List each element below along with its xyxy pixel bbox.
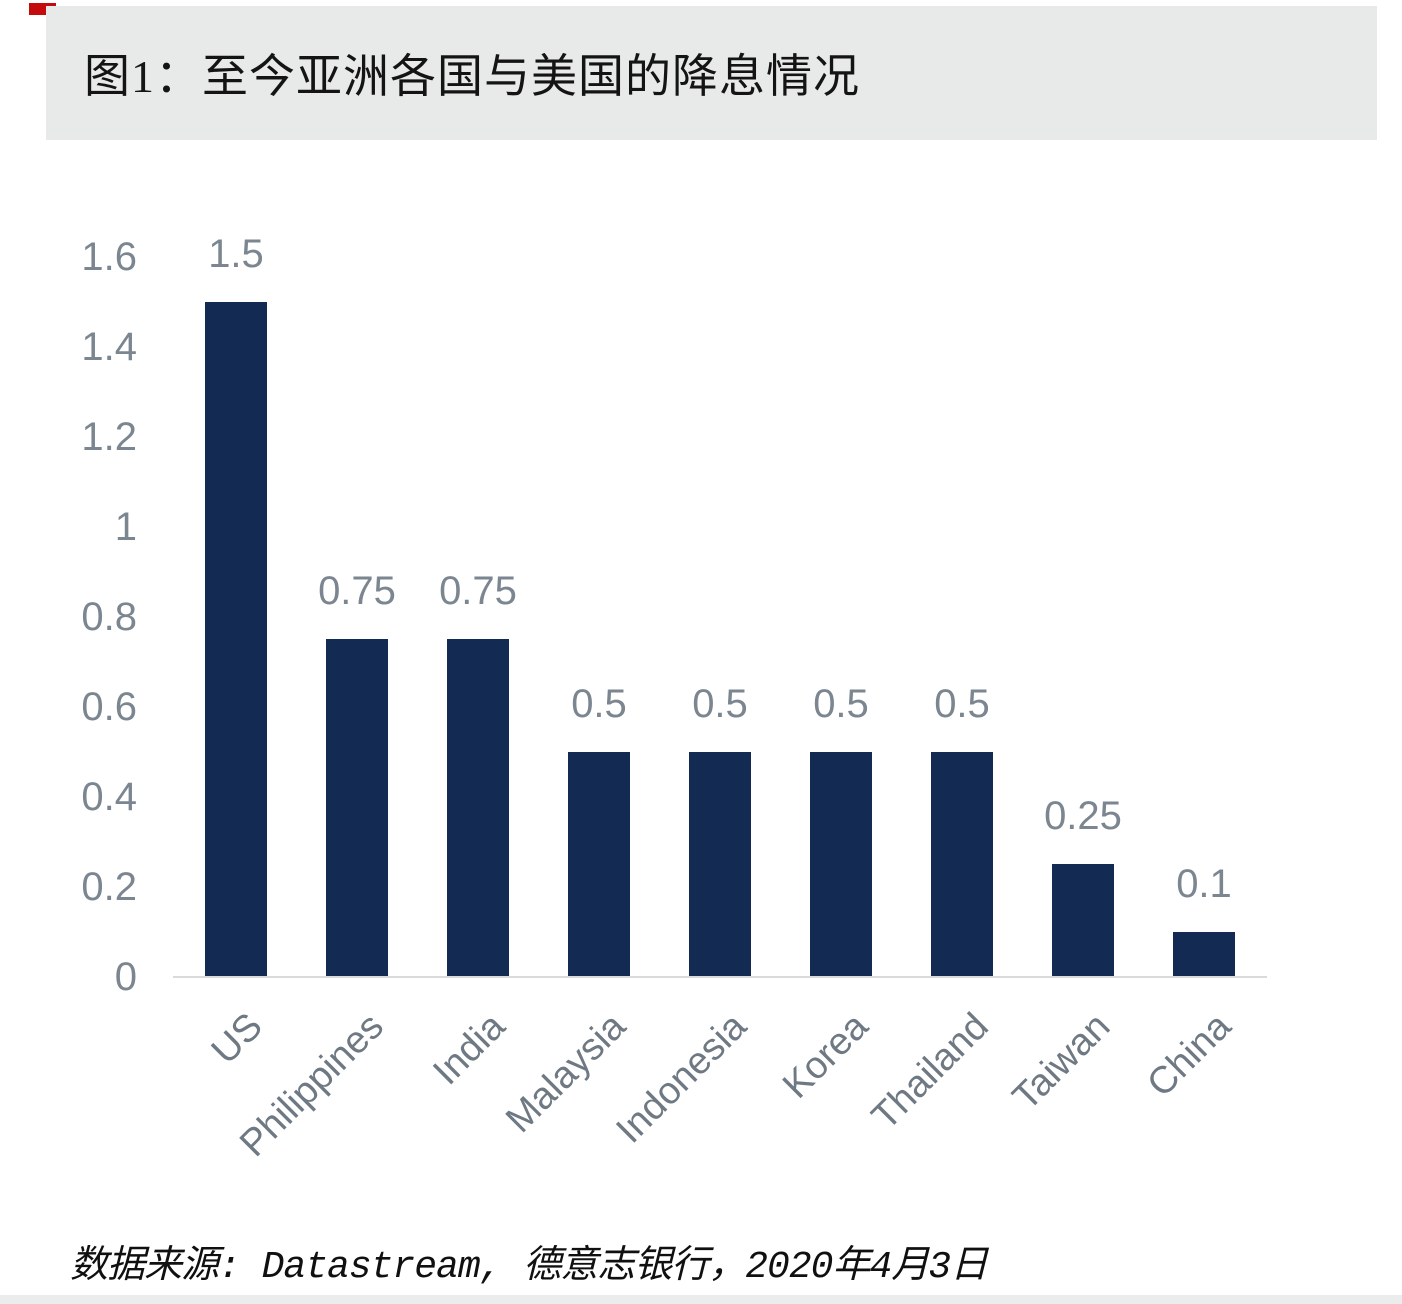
bar-india	[447, 639, 509, 976]
x-axis-label-indonesia: Indonesia	[608, 1005, 755, 1152]
y-axis-tick-label: 1.2	[81, 415, 137, 459]
bar-china	[1173, 932, 1235, 976]
x-axis-label-taiwan: Taiwan	[1004, 1005, 1118, 1119]
source-note: 数据来源: Datastream, 德意志银行，2020年4月3日	[70, 1246, 988, 1289]
y-axis-tick-label: 0.6	[81, 685, 137, 729]
x-axis-line	[173, 976, 1267, 978]
bar-korea	[810, 752, 872, 976]
y-axis-tick-label: 1.4	[81, 325, 137, 369]
y-axis-tick-label: 0	[114, 955, 137, 999]
y-axis-tick-label: 0.2	[81, 865, 137, 909]
bar-malaysia	[568, 752, 630, 976]
figure-title-band: 图1：至今亚洲各国与美国的降息情况	[46, 6, 1377, 140]
rate-cut-bar-chart: 0 0.2 0.4 0.6 0.8 1 1.2 1.4 1.6 1.5 0.75 0.75 0.5 0.…	[0, 150, 1402, 1240]
bar-indonesia	[689, 752, 751, 976]
x-axis-label-us: US	[203, 1005, 271, 1073]
x-axis-label-china: China	[1139, 1005, 1239, 1106]
x-axis-label-korea: Korea	[774, 1005, 876, 1107]
figure-title: 图1：至今亚洲各国与美国的降息情况	[84, 51, 860, 102]
y-axis-tick-label: 0.8	[81, 595, 137, 639]
y-axis-tick-label: 0.4	[81, 775, 137, 819]
bar-thailand	[931, 752, 993, 976]
bar-value-label: 0.1	[1176, 862, 1232, 906]
x-axis-label-india: India	[425, 1005, 513, 1094]
bar-value-label: 0.5	[813, 682, 869, 726]
bottom-strip	[0, 1295, 1402, 1304]
y-axis-tick-label: 1	[114, 505, 137, 549]
x-axis-label-thailand: Thailand	[864, 1005, 997, 1139]
bar-value-label: 0.75	[318, 569, 396, 613]
bar-value-label: 0.5	[692, 682, 748, 726]
bar-value-label: 0.25	[1044, 794, 1122, 838]
bar-value-label: 0.5	[571, 682, 627, 726]
bar-value-label: 1.5	[208, 232, 264, 276]
bar-us	[205, 302, 267, 976]
bar-value-label: 0.75	[439, 569, 517, 613]
y-axis-tick-label: 1.6	[81, 235, 137, 279]
bar-taiwan	[1052, 864, 1114, 976]
bar-philippines	[326, 639, 388, 976]
bar-value-label: 0.5	[934, 682, 990, 726]
